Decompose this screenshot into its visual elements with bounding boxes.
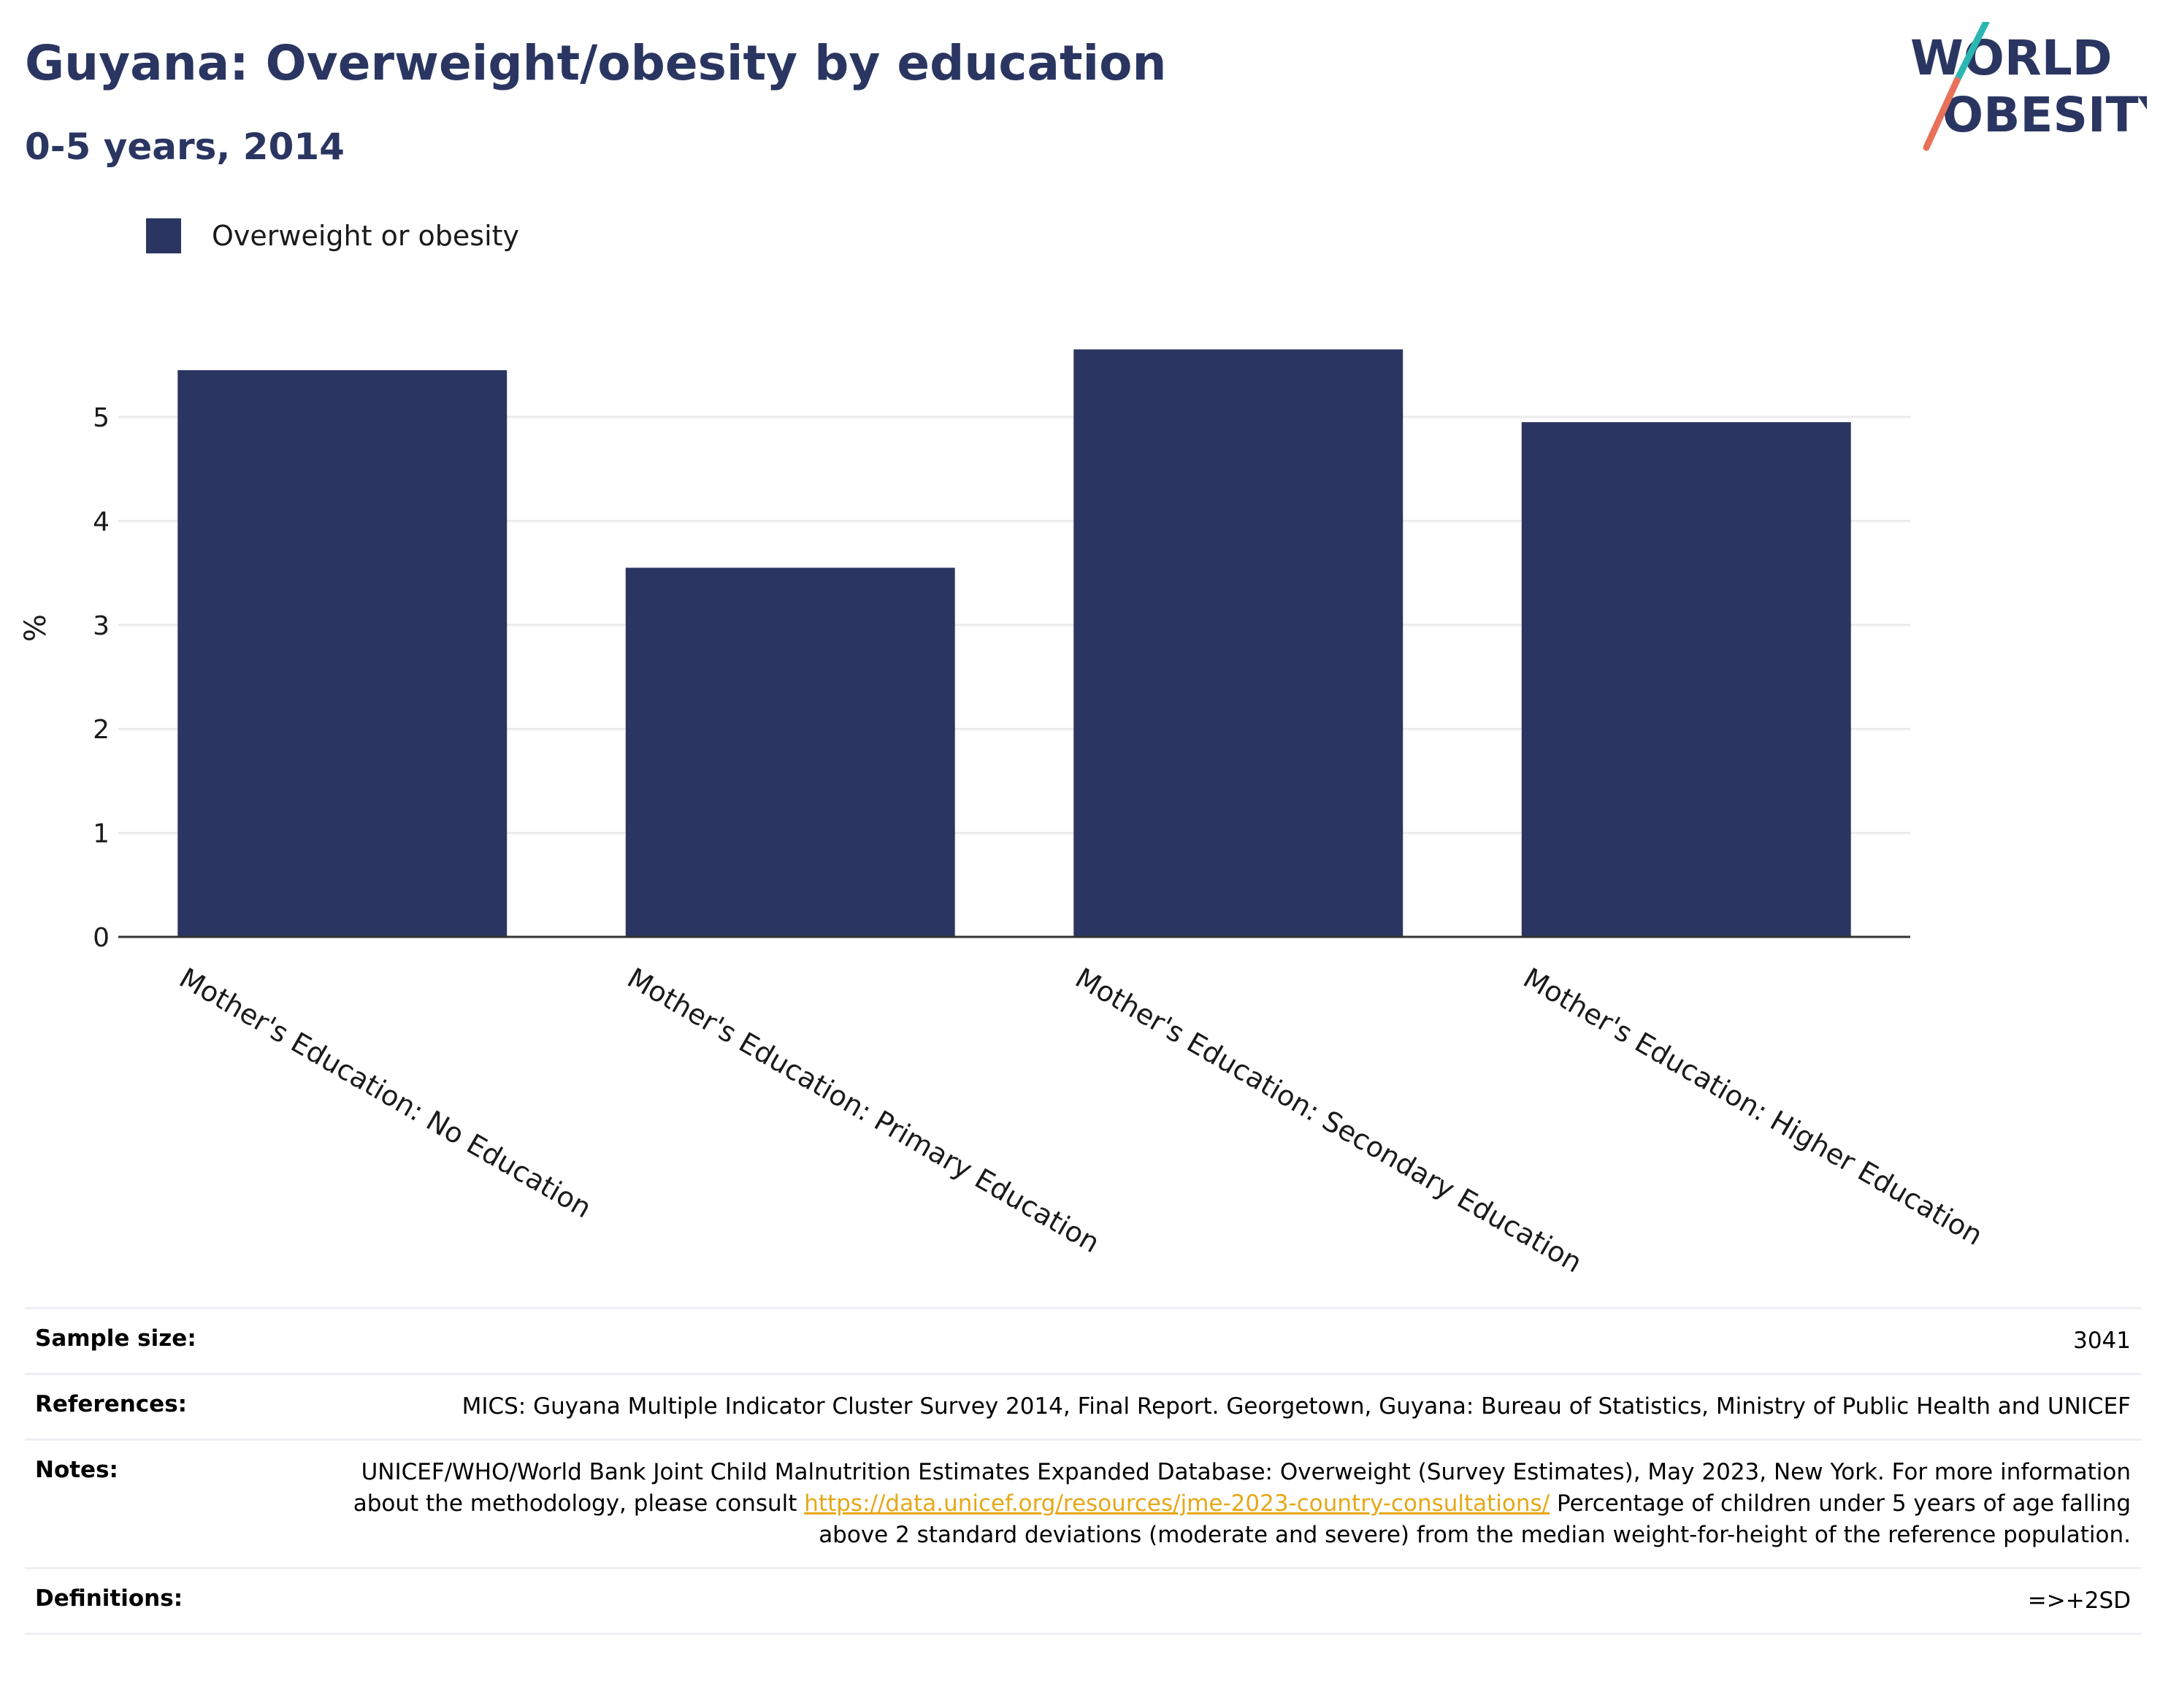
bar-3[interactable] (1073, 349, 1403, 937)
world-obesity-logo: WORLD OBESITY (1910, 22, 2147, 151)
y-tick-label: 1 (93, 819, 110, 849)
bar-2[interactable] (625, 567, 955, 937)
sample-size-label: Sample size: (35, 1325, 196, 1352)
notes-text-1: UNICEF/WHO/World Bank Joint Child Malnut… (353, 1459, 2131, 1517)
y-axis-title: % (19, 614, 53, 642)
notes-link[interactable]: https://data.unicef.org/resources/jme-20… (804, 1490, 1550, 1517)
info-row-notes: Notes: UNICEF/WHO/World Bank Joint Child… (25, 1439, 2141, 1567)
logo-slash-top (1953, 22, 1990, 84)
legend[interactable]: Overweight or obesity (146, 218, 519, 254)
logo-slash-bottom (1923, 77, 1961, 151)
x-tick-label-4: Mother's Education: Higher Education (1518, 962, 1988, 1252)
notes-text-2: Percentage of children under 5 years of … (819, 1490, 2131, 1548)
references-value: MICS: Guyana Multiple Indicator Cluster … (462, 1393, 2131, 1420)
notes-value: UNICEF/WHO/World Bank Joint Child Malnut… (305, 1457, 2131, 1551)
x-tick-labels: Mother's Education: No Education Mother's… (174, 962, 1988, 1279)
y-tick-label: 4 (93, 507, 110, 537)
y-tick-label: 2 (93, 715, 110, 745)
legend-label: Overweight or obesity (212, 220, 520, 252)
sample-size-value: 3041 (2073, 1328, 2131, 1354)
logo-line-world: WORLD (1910, 30, 2113, 86)
bar-4[interactable] (1521, 422, 1851, 937)
info-table: Sample size: 3041 References: MICS: Guya… (25, 1307, 2141, 1635)
info-row-sample-size: Sample size: 3041 (25, 1307, 2141, 1373)
bar-1[interactable] (177, 369, 508, 937)
legend-swatch (146, 218, 181, 253)
bars (177, 349, 1851, 937)
chart-title: Guyana: Overweight/obesity by education (25, 35, 1167, 91)
notes-label: Notes: (35, 1457, 118, 1483)
y-tick-label: 0 (93, 923, 110, 953)
references-label: References: (35, 1391, 188, 1417)
definitions-value: =>+2SD (2027, 1588, 2131, 1614)
y-tick-label: 5 (93, 403, 110, 433)
y-tick-label: 3 (93, 611, 110, 641)
info-row-references: References: MICS: Guyana Multiple Indica… (25, 1373, 2141, 1439)
chart-subtitle: 0-5 years, 2014 (25, 126, 345, 168)
x-tick-label-2: Mother's Education: Primary Education (622, 962, 1106, 1259)
logo-line-obesity: OBESITY (1942, 87, 2147, 143)
x-tick-label-3: Mother's Education: Secondary Education (1070, 962, 1588, 1279)
info-row-definitions: Definitions: =>+2SD (25, 1567, 2141, 1635)
definitions-label: Definitions: (35, 1585, 183, 1612)
x-tick-label-1: Mother's Education: No Education (174, 962, 597, 1225)
y-tick-labels: 0 1 2 3 4 5 (93, 403, 110, 953)
